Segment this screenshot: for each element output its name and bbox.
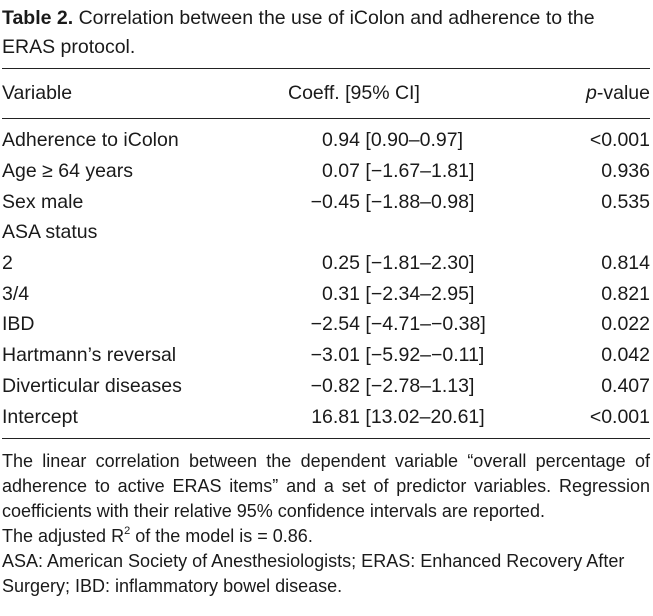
header-p-suffix: -value — [596, 82, 650, 104]
coef-value: 16.81 — [311, 405, 360, 428]
cell-coef: 0.94 [0.90–0.97] — [280, 119, 540, 156]
cell-p-value: 0.407 — [601, 374, 650, 397]
coef-value: −0.45 — [310, 190, 360, 213]
table-row: ASA status — [2, 217, 650, 248]
ci-value: [−5.92–−0.11] — [365, 344, 485, 367]
ci-value: [−4.71–−0.38] — [365, 313, 486, 336]
note-adjusted-r2: The adjusted R2 of the model is = 0.86. — [2, 524, 650, 549]
note-r2-suffix: of the model is = 0.86. — [130, 525, 313, 546]
ci-value: [−2.78–1.13] — [365, 374, 475, 397]
table-document: Table 2. Correlation between the use of … — [2, 0, 650, 599]
table-row: Hartmann’s reversal −3.01 [−5.92–−0.11] 0.… — [2, 340, 650, 371]
header-variable: Variable — [2, 82, 73, 104]
cell-variable: Adherence to iColon — [2, 129, 179, 152]
cell-variable: Sex male — [2, 190, 84, 213]
cell-coef: 0.07 [−1.67–1.81] — [280, 156, 540, 187]
table-row: Age ≥ 64 years 0.07 [−1.67–1.81] 0.936 — [2, 156, 650, 187]
coef-value: −0.82 — [310, 374, 360, 397]
cell-p-value: <0.001 — [589, 129, 650, 152]
cell-p-value: 0.936 — [601, 160, 650, 183]
caption-text: Correlation between the use of iColon an… — [2, 7, 595, 58]
header-rule — [2, 118, 650, 119]
note-abbreviations: ASA: American Society of Anesthesiologis… — [2, 550, 625, 596]
table-row: IBD −2.54 [−4.71–−0.38] 0.022 — [2, 309, 650, 340]
note-r2-prefix: The adjusted R — [2, 525, 125, 546]
note-r2-sup: 2 — [124, 524, 131, 537]
cell-variable: Age ≥ 64 years — [2, 160, 134, 183]
note-correlation: The linear correlation between the depen… — [2, 450, 650, 521]
caption-label: Table 2. — [2, 7, 74, 29]
cell-variable: Hartmann’s reversal — [2, 344, 177, 367]
cell-variable: 2 — [2, 252, 13, 275]
cell-variable: 3/4 — [2, 282, 30, 305]
ci-value: [−2.34–2.95] — [365, 282, 475, 305]
table-row: Sex male −0.45 [−1.88–0.98] 0.535 — [2, 186, 650, 217]
cell-coef: −0.82 [−2.78–1.13] — [280, 371, 540, 402]
cell-p-value — [540, 217, 650, 248]
cell-p-value: 0.535 — [601, 190, 650, 213]
coef-value: −3.01 — [310, 344, 360, 367]
cell-variable: Intercept — [2, 405, 78, 428]
coef-value: 0.07 — [322, 160, 360, 183]
cell-coef: −0.45 [−1.88–0.98] — [280, 186, 540, 217]
table-caption: Table 2. Correlation between the use of … — [2, 0, 650, 62]
ci-value: [0.90–0.97] — [365, 129, 464, 152]
ci-value: [−1.81–2.30] — [365, 252, 475, 275]
coef-value: 0.94 — [322, 129, 360, 152]
bottom-rule — [2, 437, 650, 439]
coef-value: 0.25 — [322, 252, 360, 275]
header-coef: Coeff. [95% CI] — [288, 82, 420, 104]
coef-value: 0.31 — [322, 282, 360, 305]
cell-variable: Diverticular diseases — [2, 374, 182, 397]
cell-p-value: <0.001 — [589, 405, 650, 428]
header-p-prefix: p — [586, 82, 597, 104]
table-row: Adherence to iColon 0.94 [0.90–0.97] <0.00… — [2, 119, 650, 156]
table-body: Adherence to iColon 0.94 [0.90–0.97] <0.00… — [2, 119, 650, 432]
cell-variable: IBD — [2, 313, 35, 336]
cell-coef — [280, 217, 540, 248]
ci-value: [−1.67–1.81] — [365, 160, 475, 183]
header-p-value: p-value — [540, 69, 650, 118]
header-row: Variable Coeff. [95% CI] p-value — [2, 69, 650, 118]
table-row: Intercept 16.81 [13.02–20.61] <0.001 — [2, 401, 650, 432]
cell-p-value: 0.042 — [601, 344, 650, 367]
cell-p-value: 0.814 — [601, 252, 650, 275]
cell-coef: 0.25 [−1.81–2.30] — [280, 248, 540, 279]
ci-value: [13.02–20.61] — [365, 405, 485, 428]
cell-coef: −3.01 [−5.92–−0.11] — [280, 340, 540, 371]
results-table: Variable Coeff. [95% CI] p-value Adheren… — [2, 69, 650, 432]
cell-variable: ASA status — [2, 221, 98, 244]
cell-p-value: 0.022 — [601, 313, 650, 336]
table-row: 3/4 0.31 [−2.34–2.95] 0.821 — [2, 278, 650, 309]
cell-coef: 0.31 [−2.34–2.95] — [280, 278, 540, 309]
cell-coef: −2.54 [−4.71–−0.38] — [280, 309, 540, 340]
ci-value: [−1.88–0.98] — [365, 190, 475, 213]
cell-p-value: 0.821 — [601, 282, 650, 305]
coef-value: −2.54 — [310, 313, 360, 336]
table-row: Diverticular diseases −0.82 [−2.78–1.13] 0… — [2, 371, 650, 402]
table-row: 2 0.25 [−1.81–2.30] 0.814 — [2, 248, 650, 279]
top-rule — [2, 68, 650, 69]
table-notes: The linear correlation between the depen… — [2, 439, 650, 599]
cell-coef: 16.81 [13.02–20.61] — [280, 401, 540, 432]
